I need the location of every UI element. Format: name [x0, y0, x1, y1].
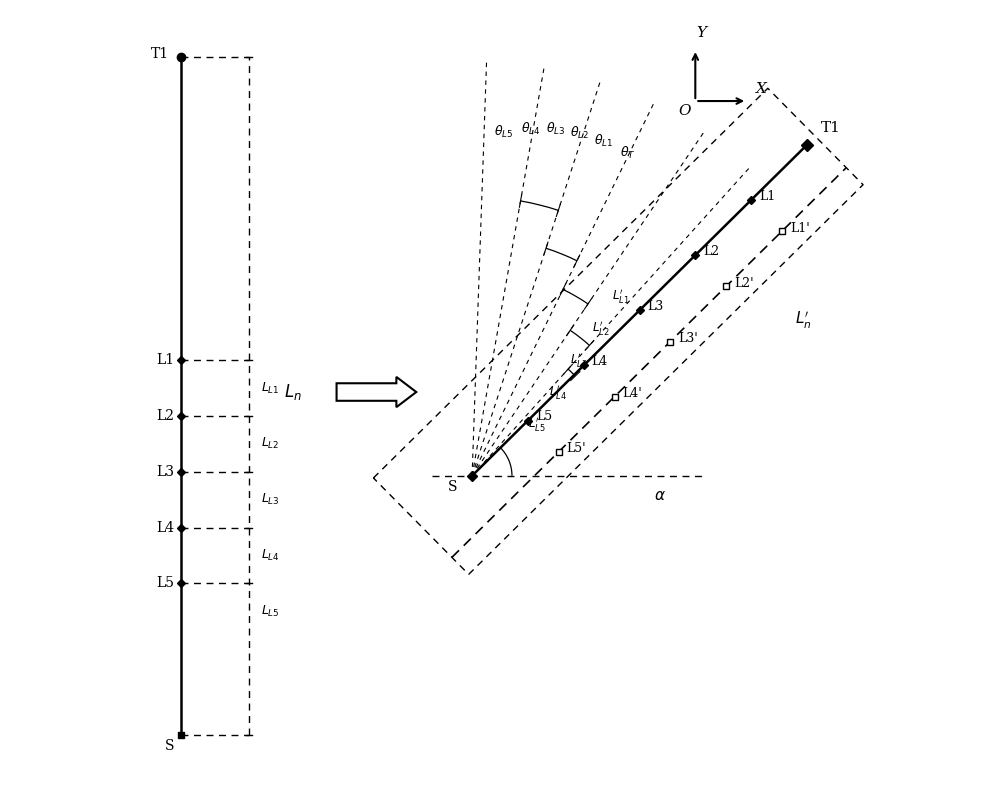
Text: $L_{L3}$: $L_{L3}$	[261, 492, 280, 507]
Text: $\theta_{L3}$: $\theta_{L3}$	[546, 121, 566, 137]
Text: $L_{L2}'$: $L_{L2}'$	[592, 319, 609, 338]
Text: L4: L4	[157, 521, 175, 534]
Text: L5: L5	[536, 410, 552, 423]
Text: $\theta_{T}$: $\theta_{T}$	[620, 145, 635, 161]
Text: $L_{L5}$: $L_{L5}$	[261, 604, 280, 619]
Text: $\alpha$: $\alpha$	[654, 489, 665, 502]
Text: $L_{L4}'$: $L_{L4}'$	[549, 383, 567, 401]
Text: $L_{L2}$: $L_{L2}$	[261, 436, 279, 451]
Text: $\theta_{L1}$: $\theta_{L1}$	[594, 133, 613, 149]
Text: $\theta_{L5}$: $\theta_{L5}$	[494, 124, 514, 140]
Text: S: S	[165, 739, 175, 753]
Text: $L_n'$: $L_n'$	[795, 310, 811, 331]
Text: L4': L4'	[622, 387, 642, 400]
Text: $L_{L1}$: $L_{L1}$	[261, 381, 279, 395]
Text: L2: L2	[157, 409, 175, 423]
Text: $L_n$: $L_n$	[284, 382, 302, 402]
Text: X: X	[756, 82, 767, 96]
Text: $L_{L4}$: $L_{L4}$	[261, 548, 280, 563]
Text: L5: L5	[157, 576, 175, 590]
Text: L5': L5'	[567, 442, 586, 455]
Text: $L_{L3}'$: $L_{L3}'$	[570, 351, 588, 369]
Text: $\theta_{L2}$: $\theta_{L2}$	[570, 125, 589, 141]
Text: L3': L3'	[678, 332, 698, 345]
Text: O: O	[679, 104, 691, 118]
Text: L1: L1	[157, 353, 175, 367]
Text: L3: L3	[157, 465, 175, 478]
Text: $L_{L5}'$: $L_{L5}'$	[528, 415, 546, 433]
Text: Y: Y	[697, 26, 707, 40]
Text: S: S	[448, 480, 458, 494]
Text: L1': L1'	[790, 222, 810, 234]
Text: $L_{L1}'$: $L_{L1}'$	[612, 287, 629, 306]
Text: T1: T1	[151, 47, 169, 61]
Text: L4: L4	[592, 355, 608, 368]
Text: T1: T1	[821, 122, 841, 135]
FancyArrow shape	[337, 377, 416, 407]
Text: L3: L3	[647, 300, 664, 313]
Text: L2: L2	[703, 245, 719, 258]
Text: L2': L2'	[734, 277, 754, 290]
Text: $\theta_{L4}$: $\theta_{L4}$	[521, 121, 540, 137]
Text: L1: L1	[759, 190, 775, 202]
